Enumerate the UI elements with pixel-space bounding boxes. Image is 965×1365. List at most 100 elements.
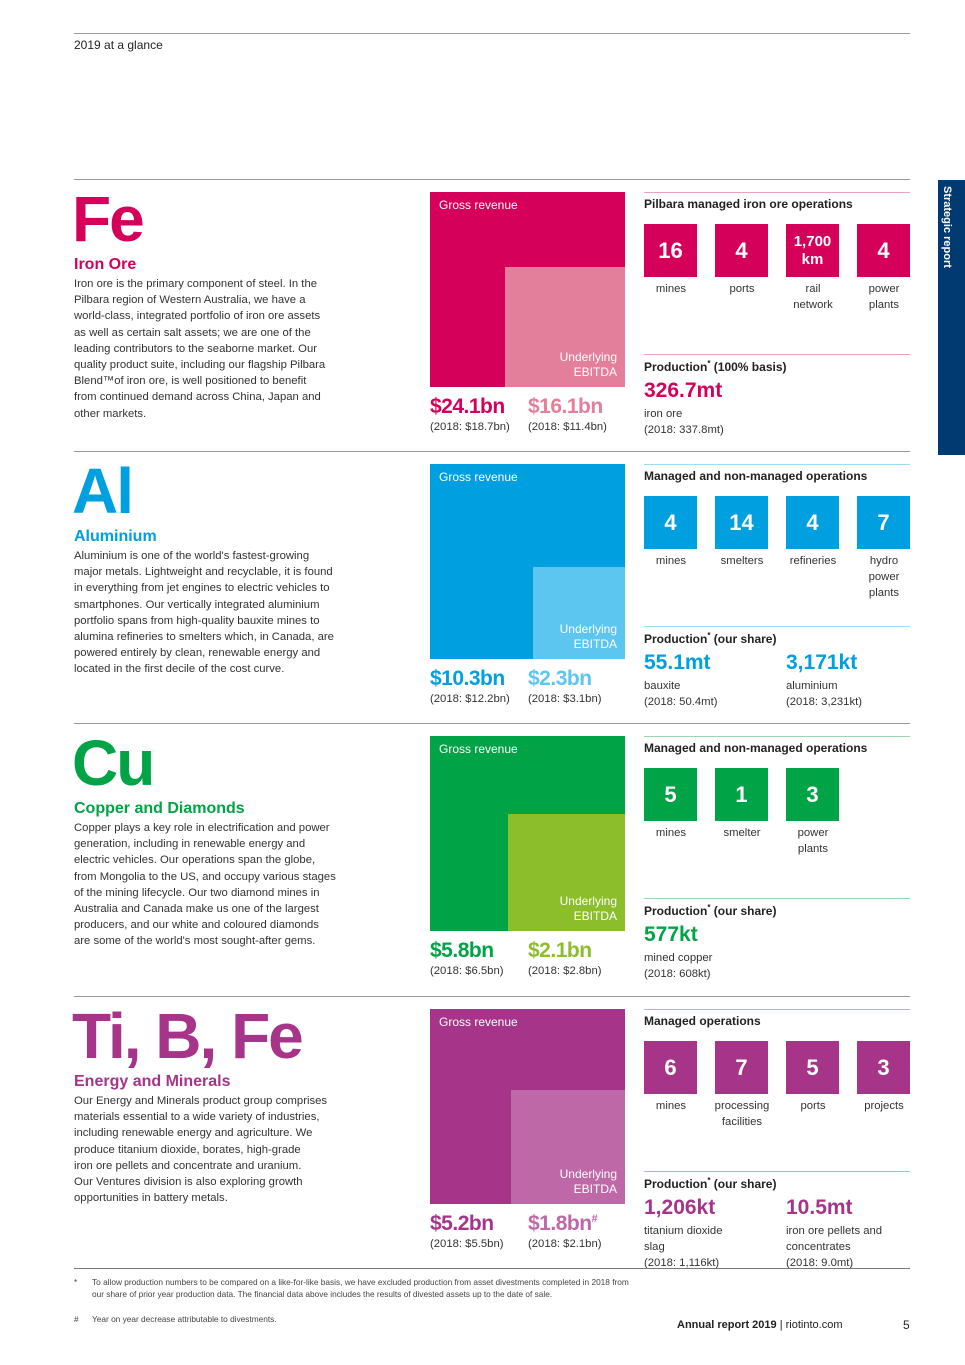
- revenue-ebitda-graphic: Gross revenue Underlying EBITDA: [430, 736, 625, 931]
- operation-count-tile: 1: [715, 768, 768, 821]
- operation-label: rail network: [778, 281, 848, 313]
- gross-revenue-prior: (2018: $6.5bn): [430, 965, 504, 977]
- production-detail-line: (2018: 1,116kt): [644, 1257, 720, 1269]
- operation-count-tile: 7: [715, 1041, 768, 1094]
- operation-label-line: power: [868, 571, 900, 583]
- operation-label: mines: [636, 553, 706, 569]
- product-group-name: Copper and Diamonds: [74, 800, 245, 817]
- production-rule: [644, 1171, 910, 1172]
- element-symbol: Ti, B, Fe: [72, 1000, 304, 1072]
- section-rule: [74, 451, 910, 452]
- production-detail-line: (2018: 337.8mt): [644, 424, 724, 436]
- production-heading-text: Production: [644, 360, 708, 374]
- operation-label: ports: [707, 281, 777, 297]
- production-detail-line: concentrates: [786, 1241, 851, 1253]
- production-value: 326.7mt: [644, 379, 723, 402]
- production-heading-text: Production: [644, 1177, 708, 1191]
- operation-label: ports: [778, 1098, 848, 1114]
- production-detail-line: (2018: 50.4mt): [644, 696, 718, 708]
- description-line: smartphones. Our vertically integrated a…: [74, 598, 320, 611]
- ebitda-label-line: Underlying: [559, 350, 617, 364]
- description-line: including renewable energy and agricultu…: [74, 1127, 313, 1140]
- operation-label-line: power: [797, 827, 829, 839]
- operation-label-line: rail: [805, 283, 821, 295]
- revenue-ebitda-graphic: Gross revenue Underlying EBITDA: [430, 464, 625, 659]
- footer-report: Annual report 2019 | riotinto.com: [677, 1319, 842, 1331]
- ebitda-prior: (2018: $11.4bn): [528, 421, 607, 433]
- description-line: producers, and our white and coloured di…: [74, 919, 319, 932]
- gross-revenue-prior: (2018: $12.2bn): [430, 693, 510, 705]
- production-detail-line: (2018: 608kt): [644, 968, 711, 980]
- production-value: 3,171kt: [786, 651, 858, 674]
- production-basis: (our share): [710, 904, 777, 918]
- gross-revenue-value: $10.3bn: [430, 667, 505, 690]
- production-value: 10.5mt: [786, 1196, 853, 1219]
- operations-heading: Managed and non-managed operations: [644, 741, 868, 755]
- footnote-1: * To allow production numbers to be comp…: [74, 1276, 634, 1316]
- revenue-ebitda-graphic: Gross revenue Underlying EBITDA: [430, 192, 625, 387]
- production-heading: Production* (100% basis): [644, 359, 787, 374]
- operations-rule: [644, 736, 910, 737]
- production-basis: (our share): [710, 1177, 777, 1191]
- side-tab-strategic-report[interactable]: Strategic report: [938, 180, 965, 455]
- description-line: Blend™of iron ore, is well positioned to…: [74, 375, 307, 388]
- operation-label-line: mines: [655, 283, 687, 295]
- ebitda-label: Underlying EBITDA: [560, 1167, 617, 1197]
- operation-count-tile: 4: [644, 496, 697, 549]
- section-rule: [74, 179, 910, 180]
- description-line: materials essential to a wide variety of…: [74, 1111, 320, 1124]
- operation-count-tile: 6: [644, 1041, 697, 1094]
- section-rule: [74, 996, 910, 997]
- operations-rule: [644, 464, 910, 465]
- description-line: Aluminium is one of the world's fastest-…: [74, 550, 310, 562]
- operation-count-tile: 4: [715, 224, 768, 277]
- production-detail-line: slag: [644, 1241, 665, 1253]
- operation-count-tile: 7: [857, 496, 910, 549]
- description-line: are some of the world's most sought-afte…: [74, 935, 316, 948]
- production-detail: aluminium (2018: 3,231kt): [786, 678, 862, 710]
- footer-separator: |: [776, 1319, 786, 1331]
- operation-label: mines: [636, 1098, 706, 1114]
- operation-label-line: mines: [655, 827, 687, 839]
- operation-label-line: ports: [729, 283, 755, 295]
- ebitda-prior: (2018: $2.1bn): [528, 1238, 602, 1250]
- description-line: of the mining lifecycle. Our two diamond…: [74, 886, 320, 899]
- operation-label-line: plants: [797, 843, 829, 855]
- ebitda-label-line: EBITDA: [573, 909, 617, 923]
- operation-label: smelters: [707, 553, 777, 569]
- gross-revenue-value: $5.2bn: [430, 1212, 494, 1235]
- description-line: in everything from jet engines to electr…: [74, 582, 330, 595]
- product-group-name: Energy and Minerals: [74, 1073, 231, 1090]
- production-detail: iron ore (2018: 337.8mt): [644, 406, 724, 438]
- description-line: produce titanium dioxide, borates, high-…: [74, 1143, 301, 1156]
- page-number: 5: [903, 1318, 910, 1332]
- footer-site-link[interactable]: riotinto.com: [785, 1319, 843, 1331]
- production-rule: [644, 898, 910, 899]
- production-footnote-mark: *: [707, 903, 711, 912]
- operation-label: power plants: [849, 281, 919, 313]
- production-heading-text: Production: [644, 632, 708, 646]
- ebitda-label-line: EBITDA: [573, 365, 617, 379]
- ebitda-label: Underlying EBITDA: [560, 350, 617, 380]
- ebitda-value-text: $2.1bn: [528, 939, 592, 962]
- operation-label-line: power: [868, 283, 900, 295]
- production-value: 55.1mt: [644, 651, 711, 674]
- operation-label-line: mines: [655, 1100, 687, 1112]
- description-line: Our Ventures division is also exploring …: [74, 1176, 303, 1189]
- operation-label: refineries: [778, 553, 848, 569]
- ebitda-label-line: EBITDA: [573, 637, 617, 651]
- production-detail-line: titanium dioxide: [644, 1225, 723, 1237]
- header-rule: [74, 33, 910, 34]
- production-detail-line: (2018: 3,231kt): [786, 696, 862, 708]
- production-detail: mined copper (2018: 608kt): [644, 950, 712, 982]
- operation-label-line: facilities: [721, 1116, 763, 1128]
- section-rule: [74, 723, 910, 724]
- ebitda-square: Underlying EBITDA: [508, 814, 625, 931]
- section-copper-diamonds: Cu Copper and Diamonds Copper plays a key …: [0, 723, 965, 995]
- production-heading: Production* (our share): [644, 1176, 776, 1191]
- element-symbol: Fe: [72, 183, 145, 255]
- operation-count-tile: 3: [857, 1041, 910, 1094]
- ebitda-value: $2.1bn: [528, 939, 592, 963]
- description-line: located in the first decile of the cost …: [74, 663, 285, 676]
- description-line: generation, including in renewable energ…: [74, 838, 306, 851]
